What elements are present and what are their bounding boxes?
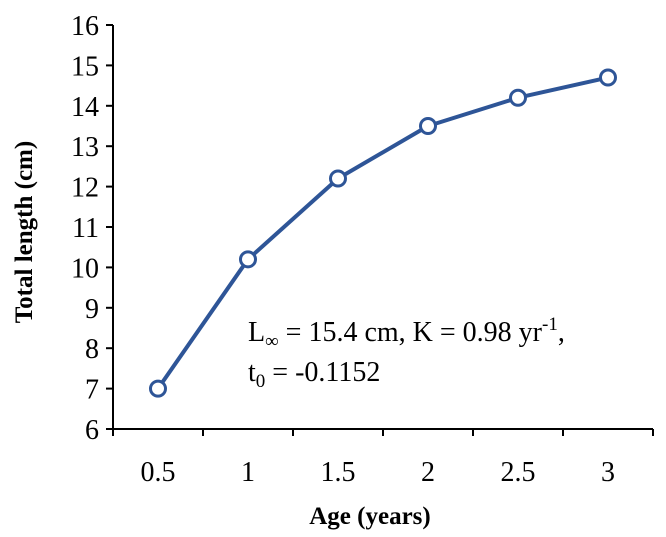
x-tick-label: 2 (421, 457, 435, 488)
series-line (156, 75, 609, 390)
y-tick-label: 13 (71, 132, 99, 163)
y-axis-ticks: 6 7 8 9 10 11 12 13 14 15 16 (71, 11, 113, 446)
data-point (419, 117, 437, 135)
y-tick-label: 7 (85, 375, 99, 406)
x-tick-label: 3 (601, 457, 615, 488)
x-tick-label: 0.5 (141, 457, 176, 488)
data-point (329, 169, 347, 188)
x-tick-label: 1 (241, 457, 255, 488)
y-tick-label: 10 (71, 253, 99, 284)
y-tick-label: 9 (85, 294, 99, 325)
data-point (509, 88, 527, 107)
annotation-text: = 15.4 cm, K = 0.98 yr (279, 317, 543, 348)
exponent-superscript: -1 (542, 314, 558, 335)
parameter-annotation-line-1: L∞ = 15.4 cm, K = 0.98 yr-1, (248, 314, 565, 352)
y-tick-label: 12 (71, 173, 99, 204)
x-tick-label: 2.5 (501, 457, 536, 488)
y-tick-label: 11 (72, 213, 99, 244)
y-tick-label: 6 (85, 415, 99, 446)
zero-subscript: 0 (256, 371, 266, 392)
annotation-value: = -0.1152 (265, 357, 380, 388)
x-axis-ticks: 0.5 1 1.5 2 2.5 3 (112, 429, 654, 488)
infinity-subscript: ∞ (265, 331, 279, 352)
x-axis-title: Age (years) (309, 503, 430, 530)
y-tick-label: 16 (71, 11, 99, 42)
y-tick-label: 14 (71, 92, 99, 123)
series-layer (149, 68, 617, 398)
parameter-annotation-line-2: t0 = -0.1152 (248, 357, 380, 392)
l-symbol: L (248, 317, 265, 348)
y-tick-label: 15 (71, 51, 99, 82)
annotation-comma: , (558, 317, 565, 348)
data-point (239, 250, 257, 269)
data-point (149, 379, 167, 398)
y-axis-title: Total length (cm) (11, 141, 38, 323)
x-tick-label: 1.5 (321, 457, 356, 488)
y-tick-label: 8 (85, 334, 99, 365)
data-point (599, 68, 617, 87)
t-symbol: t (248, 357, 256, 388)
